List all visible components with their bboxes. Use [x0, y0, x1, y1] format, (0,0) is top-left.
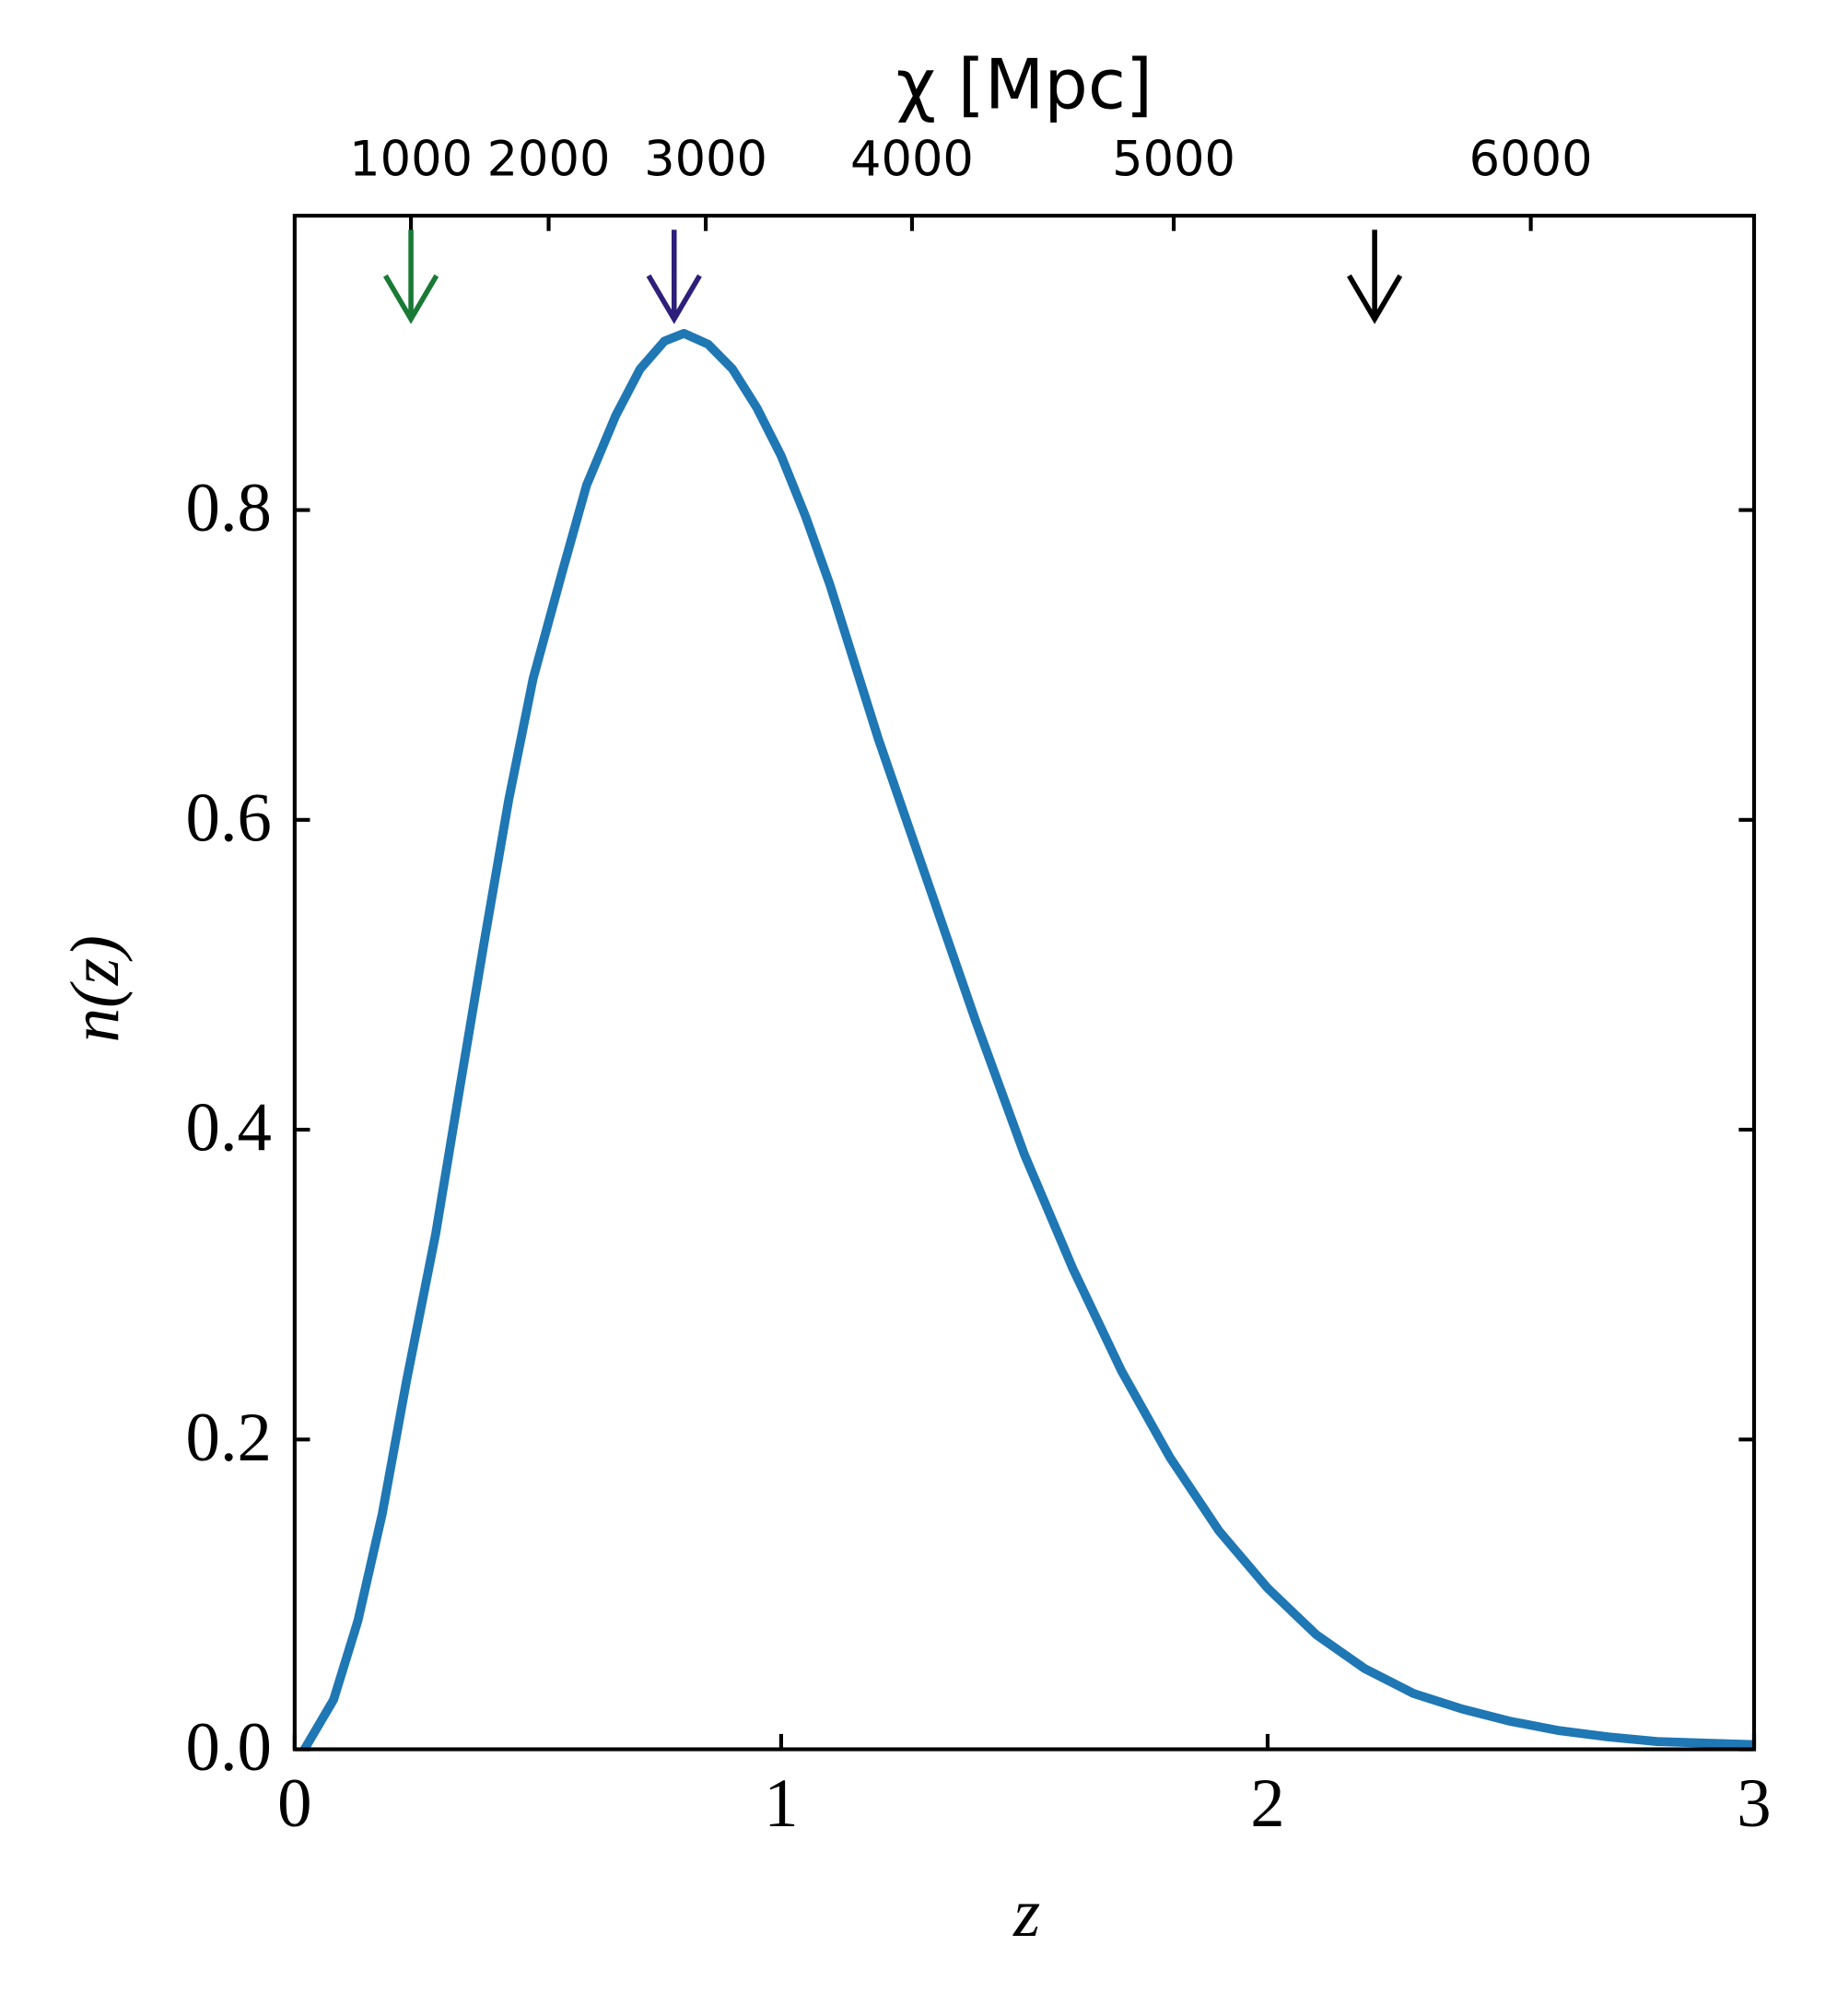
top-tick-label: 4000 [850, 132, 974, 188]
top-tick-label: 6000 [1469, 132, 1593, 188]
plot-frame [292, 214, 1757, 1752]
x-tick-label: 1 [764, 1765, 798, 1842]
x-tick-label: 2 [1250, 1765, 1284, 1842]
top-tick-label: 5000 [1112, 132, 1235, 188]
y-tick-label: 0.0 [185, 1709, 271, 1786]
arrow [382, 229, 439, 324]
arrow-shape [646, 229, 702, 324]
arrow-shape [1347, 229, 1403, 324]
top-axis-label: χ [Mpc] [896, 45, 1153, 125]
curve [300, 329, 1755, 1752]
y-tick-label: 0.4 [185, 1090, 271, 1166]
arrow [1347, 229, 1403, 324]
y-axis-label: n(z) [57, 935, 134, 1042]
y-tick-label: 0.6 [185, 779, 271, 856]
x-tick-label: 3 [1737, 1765, 1771, 1842]
top-tick-label: 2000 [487, 132, 611, 188]
y-tick-label: 0.2 [185, 1400, 271, 1476]
x-axis-label: z [1012, 1875, 1040, 1952]
top-tick-label: 1000 [349, 132, 473, 188]
y-tick-label: 0.8 [185, 470, 271, 546]
arrow-shape [382, 229, 439, 324]
x-tick-label: 0 [277, 1765, 311, 1842]
arrow [646, 229, 702, 324]
top-tick-label: 3000 [644, 132, 767, 188]
